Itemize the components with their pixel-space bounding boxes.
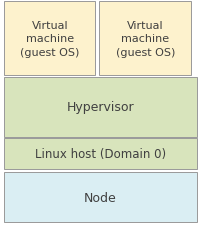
Text: Hypervisor: Hypervisor	[66, 101, 134, 114]
FancyBboxPatch shape	[4, 77, 196, 137]
Text: Linux host (Domain 0): Linux host (Domain 0)	[35, 147, 165, 160]
FancyBboxPatch shape	[99, 2, 190, 76]
Text: Node: Node	[84, 191, 116, 204]
FancyBboxPatch shape	[4, 173, 196, 222]
FancyBboxPatch shape	[4, 138, 196, 169]
FancyBboxPatch shape	[4, 2, 95, 76]
Text: Virtual
machine
(guest OS): Virtual machine (guest OS)	[115, 21, 174, 57]
Text: Virtual
machine
(guest OS): Virtual machine (guest OS)	[20, 21, 79, 57]
